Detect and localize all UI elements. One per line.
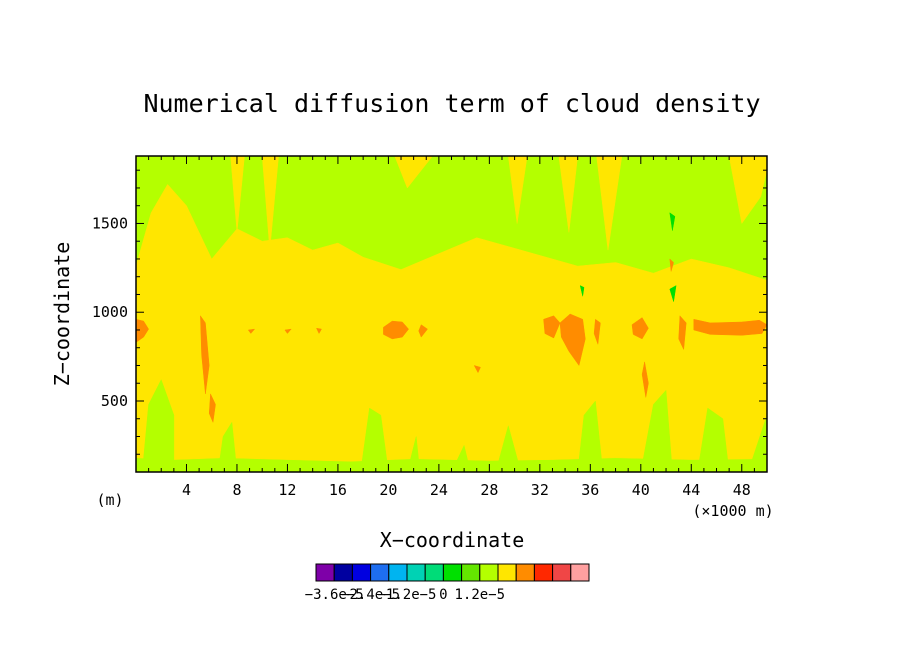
x-tick-label: 40 (632, 481, 650, 499)
colorbar-swatch (461, 563, 481, 582)
contour-region (640, 390, 673, 472)
x-tick-label: 4 (182, 481, 191, 499)
contour-region (593, 319, 601, 345)
x-unit-label: (m) (96, 491, 123, 509)
colorbar-swatch (497, 563, 517, 582)
colorbar-labels: −3.6e−5−2.4e−5−1.2e−5 0 1.2e−5 (305, 587, 505, 603)
contour-region (316, 327, 322, 334)
contour-region (669, 285, 677, 302)
x-tick-label: 20 (379, 481, 397, 499)
contour-region (383, 320, 409, 340)
colorbar-swatch (315, 563, 335, 582)
contour-region (697, 407, 730, 472)
y-tick-labels: 500 1000 1500 (92, 214, 128, 410)
colorbar-swatch (552, 563, 572, 582)
contour-region (558, 156, 578, 233)
contour-region (136, 319, 149, 343)
colorbar-swatch (333, 563, 353, 582)
contour-region (200, 315, 210, 395)
colorbar-label: −2.4e−5 (341, 587, 400, 603)
colorbar-swatch (479, 563, 499, 582)
colorbar-swatch (442, 563, 463, 582)
colorbar-label: −1.2e−5 (377, 587, 436, 603)
x-tick-label: 24 (430, 481, 448, 499)
contour-region (217, 422, 238, 472)
contour-region (508, 156, 528, 224)
colorbar-swatch (424, 563, 444, 582)
x-multiplier-label: (×1000 m) (692, 502, 773, 520)
x-tick-label: 28 (480, 481, 498, 499)
colorbar-swatch (388, 563, 408, 582)
colorbar-label: −3.6e−5 (305, 587, 364, 603)
contour-region (747, 414, 767, 472)
y-axis-label: Z−coordinate (50, 242, 74, 387)
contour-region (142, 379, 175, 472)
contour-region (631, 317, 649, 340)
colorbar-swatch (370, 563, 390, 582)
contour-region (451, 445, 471, 472)
x-tick-label: 48 (733, 481, 751, 499)
colorbar-swatch (570, 563, 590, 582)
contour-region (641, 361, 649, 398)
colorbar-label: 0 (439, 587, 447, 603)
contour-region (495, 425, 522, 472)
contour-region (577, 400, 604, 472)
contour-region (669, 212, 676, 231)
x-tick-label: 36 (581, 481, 599, 499)
plot-frame (135, 155, 768, 473)
contour-region (728, 156, 767, 224)
colorbar-swatch (406, 563, 426, 582)
contour-region (248, 328, 255, 334)
colorbar-label: 1.2e−5 (455, 587, 506, 603)
contour-region (208, 393, 216, 423)
colorbar-swatch (515, 563, 535, 582)
contour-region (407, 436, 421, 472)
contour-region (360, 407, 389, 472)
contour-region (543, 315, 561, 339)
colorbar-swatch (351, 563, 372, 582)
y-tick-label: 1500 (92, 214, 128, 232)
contour-region (559, 313, 586, 366)
x-tick-label: 32 (531, 481, 549, 499)
contour-region (669, 258, 674, 272)
colorbar (315, 563, 590, 582)
x-tick-label: 12 (278, 481, 296, 499)
x-axis-label: X−coordinate (380, 528, 525, 552)
contour-region (473, 365, 481, 373)
x-tick-label: 16 (329, 481, 347, 499)
contour-field (136, 156, 767, 472)
contour-region (394, 156, 433, 189)
contour-region (678, 315, 687, 350)
contour-region (230, 156, 245, 233)
contour-region (579, 285, 585, 297)
x-tick-label: 44 (682, 481, 700, 499)
y-tick-label: 500 (101, 392, 128, 410)
chart-title: Numerical diffusion term of cloud densit… (143, 89, 760, 118)
colorbar-swatch (533, 563, 554, 582)
contour-region (693, 319, 767, 336)
x-tick-labels: 4 8 12 16 20 24 28 32 36 40 44 48 (182, 481, 751, 499)
x-tick-label: 8 (232, 481, 241, 499)
contour-region (418, 324, 428, 338)
contour-region (284, 328, 292, 334)
contour-region (596, 156, 623, 251)
contour-region (261, 156, 279, 251)
contour-region (136, 184, 767, 462)
y-tick-label: 1000 (92, 303, 128, 321)
